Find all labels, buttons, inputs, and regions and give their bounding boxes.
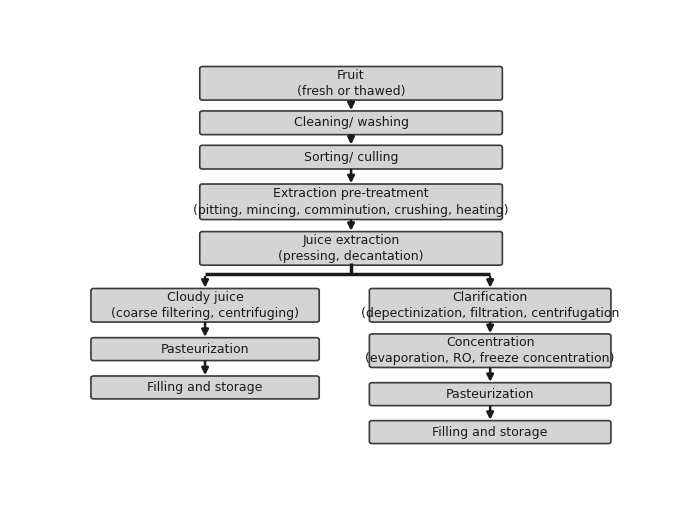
FancyBboxPatch shape bbox=[200, 145, 502, 169]
FancyBboxPatch shape bbox=[369, 288, 611, 322]
FancyBboxPatch shape bbox=[91, 338, 319, 361]
Text: Pasteurization: Pasteurization bbox=[446, 388, 534, 401]
Text: Filling and storage: Filling and storage bbox=[147, 381, 263, 394]
FancyBboxPatch shape bbox=[369, 334, 611, 367]
Text: Extraction pre-treatment
(pitting, mincing, comminution, crushing, heating): Extraction pre-treatment (pitting, minci… bbox=[193, 187, 509, 216]
FancyBboxPatch shape bbox=[91, 376, 319, 399]
Text: Cloudy juice
(coarse filtering, centrifuging): Cloudy juice (coarse filtering, centrifu… bbox=[111, 290, 299, 320]
Text: Cleaning/ washing: Cleaning/ washing bbox=[294, 116, 408, 129]
FancyBboxPatch shape bbox=[200, 111, 502, 134]
FancyBboxPatch shape bbox=[369, 383, 611, 406]
FancyBboxPatch shape bbox=[200, 231, 502, 265]
FancyBboxPatch shape bbox=[200, 67, 502, 100]
Text: Pasteurization: Pasteurization bbox=[161, 343, 249, 356]
Text: Sorting/ culling: Sorting/ culling bbox=[304, 151, 398, 164]
Text: Clarification
(depectinization, filtration, centrifugation: Clarification (depectinization, filtrati… bbox=[361, 290, 619, 320]
Text: Concentration
(evaporation, RO, freeze concentration): Concentration (evaporation, RO, freeze c… bbox=[366, 336, 615, 365]
FancyBboxPatch shape bbox=[369, 421, 611, 444]
FancyBboxPatch shape bbox=[91, 288, 319, 322]
Text: Fruit
(fresh or thawed): Fruit (fresh or thawed) bbox=[297, 69, 406, 98]
FancyBboxPatch shape bbox=[200, 184, 502, 220]
Text: Juice extraction
(pressing, decantation): Juice extraction (pressing, decantation) bbox=[278, 233, 424, 263]
Text: Filling and storage: Filling and storage bbox=[432, 426, 548, 439]
